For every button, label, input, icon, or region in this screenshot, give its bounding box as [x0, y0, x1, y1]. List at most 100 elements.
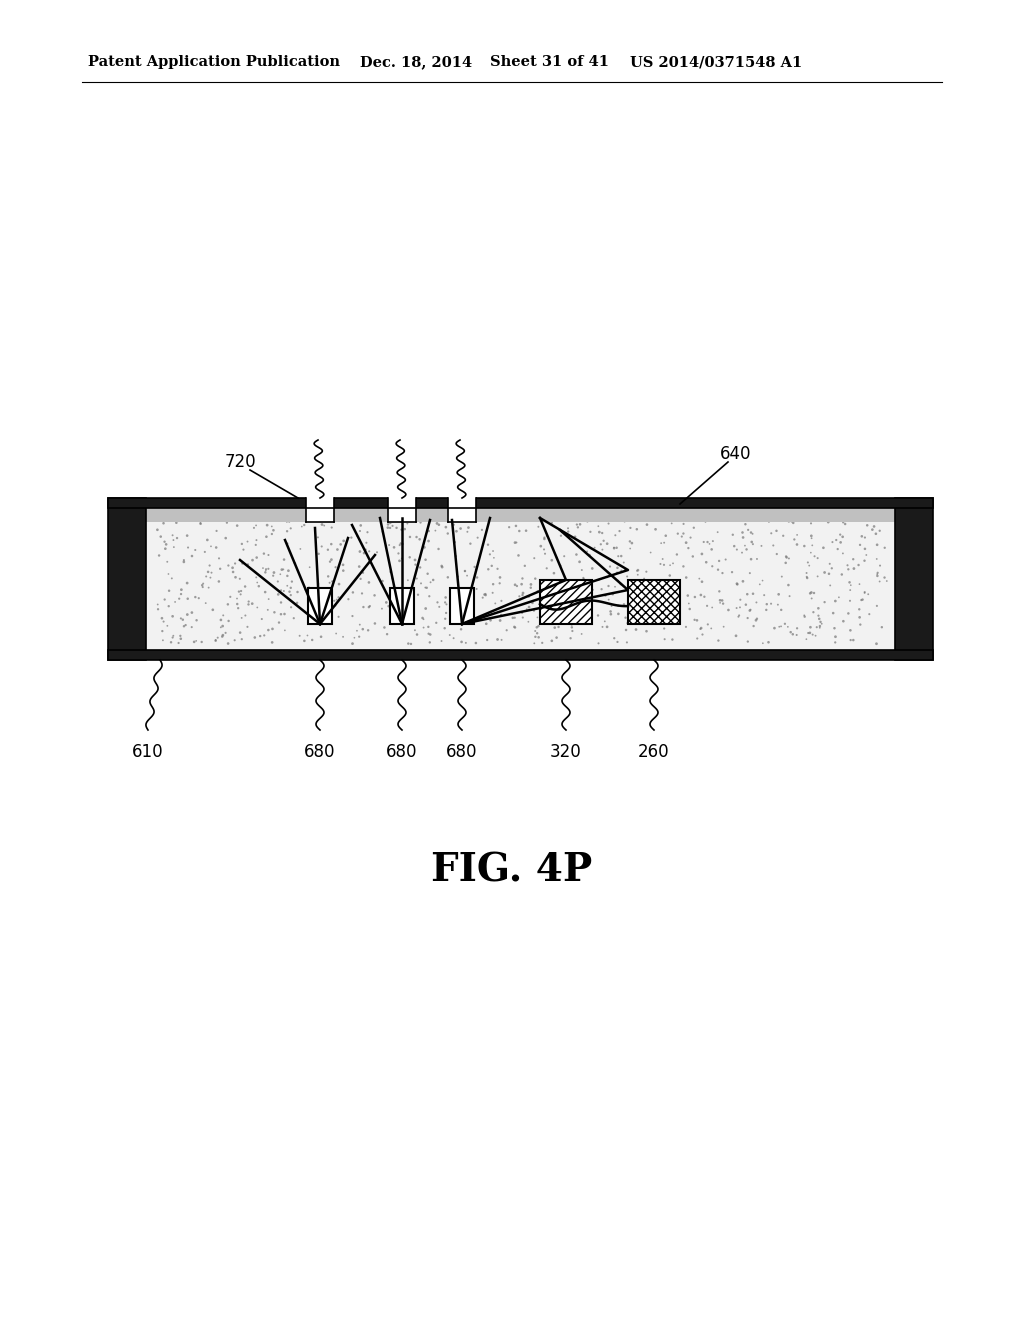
Point — [227, 553, 244, 574]
Point — [290, 581, 306, 602]
Point — [656, 618, 673, 639]
Point — [622, 531, 638, 552]
Point — [454, 631, 470, 652]
Point — [843, 507, 859, 528]
Point — [680, 537, 696, 558]
Text: 610: 610 — [132, 743, 164, 762]
Point — [156, 512, 172, 533]
Point — [864, 519, 881, 540]
Point — [527, 626, 544, 647]
Point — [345, 582, 361, 603]
Point — [859, 515, 876, 536]
Point — [771, 616, 787, 638]
Point — [579, 595, 595, 616]
Point — [703, 618, 720, 639]
Point — [415, 607, 431, 628]
Point — [552, 556, 568, 577]
Point — [248, 515, 264, 536]
Point — [280, 565, 296, 586]
Point — [739, 631, 756, 652]
Point — [190, 587, 207, 609]
Point — [564, 620, 581, 642]
Point — [610, 603, 627, 624]
Point — [179, 605, 196, 626]
Point — [741, 601, 758, 622]
Point — [653, 532, 670, 553]
Point — [421, 586, 437, 607]
Point — [176, 615, 193, 636]
Point — [565, 594, 582, 615]
Point — [230, 507, 247, 528]
Point — [788, 535, 805, 556]
Point — [232, 583, 249, 605]
Point — [554, 521, 570, 543]
Point — [873, 616, 890, 638]
Point — [351, 556, 368, 577]
Point — [165, 627, 181, 648]
Point — [400, 634, 417, 655]
Point — [544, 611, 560, 632]
Point — [202, 568, 218, 589]
Point — [810, 598, 826, 619]
Point — [829, 539, 846, 560]
Point — [697, 511, 714, 532]
Point — [689, 610, 706, 631]
Point — [788, 507, 805, 528]
Point — [625, 586, 641, 607]
Point — [703, 597, 720, 618]
Point — [560, 517, 577, 539]
Point — [203, 536, 219, 557]
Point — [230, 581, 247, 602]
Point — [710, 560, 726, 581]
Point — [230, 598, 247, 619]
Point — [260, 589, 276, 610]
Point — [662, 565, 678, 586]
Point — [383, 594, 399, 615]
Point — [194, 574, 210, 595]
Point — [520, 611, 537, 632]
Point — [803, 543, 819, 564]
Point — [824, 532, 841, 553]
Point — [437, 587, 454, 609]
Point — [840, 603, 856, 624]
Point — [842, 572, 858, 593]
Point — [527, 568, 544, 589]
Point — [409, 624, 425, 645]
Point — [155, 630, 171, 651]
Point — [585, 579, 601, 601]
Point — [257, 582, 273, 603]
Point — [799, 562, 815, 583]
Point — [507, 607, 523, 628]
Point — [749, 591, 765, 612]
Point — [821, 553, 838, 574]
Point — [387, 504, 403, 525]
Point — [629, 560, 645, 581]
Point — [835, 512, 851, 533]
Point — [361, 595, 378, 616]
Point — [712, 590, 728, 611]
Point — [780, 548, 797, 569]
Point — [331, 606, 347, 627]
Point — [482, 610, 499, 631]
Point — [240, 554, 256, 576]
Point — [336, 531, 352, 552]
Point — [469, 527, 485, 548]
Point — [351, 626, 368, 647]
Point — [344, 606, 360, 627]
Point — [665, 630, 681, 651]
Point — [208, 630, 224, 651]
Point — [826, 618, 843, 639]
Point — [857, 508, 873, 529]
Point — [834, 564, 850, 585]
Point — [171, 589, 187, 610]
Point — [850, 504, 866, 525]
Point — [201, 577, 217, 598]
Point — [241, 594, 257, 615]
Point — [326, 590, 342, 611]
Point — [594, 539, 610, 560]
Point — [737, 594, 754, 615]
Point — [712, 593, 728, 614]
Point — [168, 512, 184, 533]
Point — [322, 572, 338, 593]
Point — [393, 548, 410, 569]
